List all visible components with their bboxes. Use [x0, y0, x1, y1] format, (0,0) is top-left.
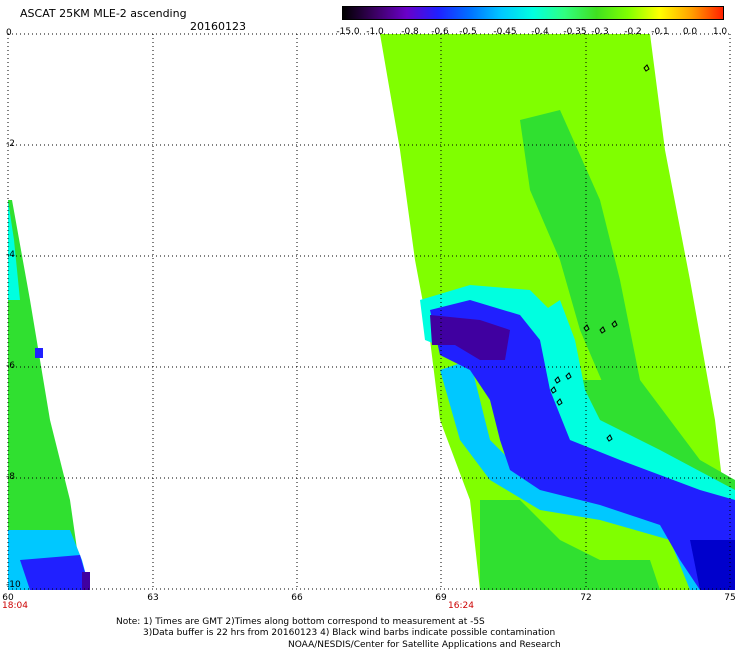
colorbar-label: -0.35	[563, 27, 587, 37]
wind-barb	[554, 376, 561, 384]
swath-darkblue-core	[690, 540, 735, 590]
lat-label: -2	[6, 139, 15, 149]
colorbar-label: -0.6	[431, 27, 449, 37]
colorbar-label: 1.0	[712, 27, 728, 37]
swath-left-deep	[20, 555, 90, 590]
wind-barb	[606, 434, 613, 442]
swath-layer	[8, 34, 735, 590]
map-date: 20160123	[190, 20, 246, 33]
wind-barb	[599, 326, 606, 334]
lat-label: -10	[6, 580, 21, 590]
lat-label: 0	[6, 28, 12, 38]
lon-label: 75	[724, 593, 736, 603]
time-label: 16:24	[448, 601, 474, 611]
lon-label: 72	[580, 593, 592, 603]
colorbar-label: -0.5	[459, 27, 477, 37]
footnote-line: Note: 1) Times are GMT 2)Times along bot…	[116, 617, 485, 627]
colorbar-label: -1.0	[366, 27, 384, 37]
lat-label: -8	[6, 472, 15, 482]
swath-left-cyan	[8, 200, 20, 300]
colorbar-label: -15.0	[336, 27, 360, 37]
swath-cyan-inner	[530, 300, 640, 455]
time-label: 18:04	[2, 601, 28, 611]
lon-label: 60	[2, 593, 14, 603]
colorbar	[342, 6, 724, 20]
swath-lightblue-band	[440, 360, 735, 590]
lat-lon-grid	[7, 33, 731, 590]
map-title: ASCAT 25KM MLE-2 ascending	[20, 7, 187, 20]
swath-left-pixel	[35, 348, 43, 358]
contamination-barbs	[550, 64, 650, 442]
colorbar-label: 0.0	[682, 27, 698, 37]
wind-barb	[565, 372, 572, 380]
colorbar-labels: -15.0 -1.0 -0.8 -0.6 -0.5 -0.45 -0.4 -0.…	[330, 27, 730, 39]
footnote-line: 3)Data buffer is 22 hrs from 20160123 4)…	[143, 628, 556, 638]
colorbar-label: -0.1	[651, 27, 669, 37]
swath-purple-core	[430, 315, 510, 360]
swath-green-zone	[520, 110, 640, 400]
lat-label: -6	[6, 361, 15, 371]
swath-left	[8, 200, 90, 590]
wind-barb	[643, 64, 650, 72]
swath-left-pixel	[82, 572, 90, 590]
wind-barb	[583, 324, 590, 332]
lat-label: -4	[6, 250, 15, 260]
lon-label: 66	[291, 593, 303, 603]
colorbar-label: -0.3	[591, 27, 609, 37]
swath-blue-core	[430, 300, 735, 590]
wind-barb	[556, 398, 563, 406]
lon-label: 69	[435, 593, 447, 603]
lon-label: 63	[147, 593, 159, 603]
wind-barb	[550, 386, 557, 394]
colorbar-label: -0.45	[493, 27, 517, 37]
colorbar-label: -0.4	[531, 27, 549, 37]
wind-barb	[611, 320, 618, 328]
footnote-line: NOAA/NESDIS/Center for Satellite Applica…	[288, 640, 561, 650]
colorbar-label: -0.2	[624, 27, 642, 37]
colorbar-label: -0.8	[401, 27, 419, 37]
swath-green-zone	[480, 500, 660, 590]
